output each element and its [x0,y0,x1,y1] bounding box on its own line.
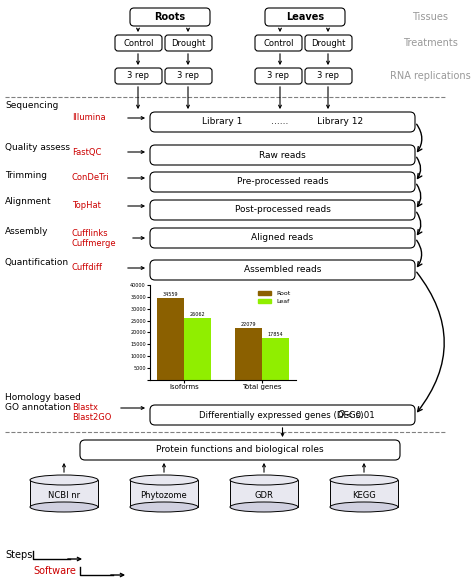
Ellipse shape [30,502,98,512]
Text: Pre-processed reads: Pre-processed reads [237,178,328,186]
Text: KEGG: KEGG [352,492,376,500]
Text: Roots: Roots [155,12,185,22]
Text: Software: Software [33,566,76,576]
Text: FastQC: FastQC [72,148,101,156]
Text: 34559: 34559 [163,292,178,297]
FancyBboxPatch shape [150,200,415,220]
Text: Library 1          ......          Library 12: Library 1 ...... Library 12 [202,118,363,126]
Text: Tissues: Tissues [412,12,448,22]
Text: Cufflinks: Cufflinks [72,229,109,239]
Text: Assembled reads: Assembled reads [244,266,321,275]
Text: 22079: 22079 [240,322,256,326]
FancyBboxPatch shape [115,68,162,84]
Text: 3 rep: 3 rep [267,72,290,81]
Text: TopHat: TopHat [72,202,101,211]
Text: 3 rep: 3 rep [318,72,339,81]
Bar [30,480,98,507]
Text: Quality assess: Quality assess [5,142,70,152]
Ellipse shape [130,475,198,485]
Text: Phytozome: Phytozome [141,492,187,500]
Text: Cuffmerge: Cuffmerge [72,239,117,248]
Text: Assembly: Assembly [5,228,48,236]
Text: Protein functions and biological roles: Protein functions and biological roles [156,446,324,455]
Text: Post-processed reads: Post-processed reads [235,205,330,215]
Text: Control: Control [263,38,294,48]
Text: Trimming: Trimming [5,171,47,179]
Bar [130,480,198,507]
FancyBboxPatch shape [150,145,415,165]
FancyBboxPatch shape [305,68,352,84]
FancyBboxPatch shape [150,260,415,280]
Ellipse shape [230,475,298,485]
Text: 26062: 26062 [190,312,205,317]
Text: Leaves: Leaves [286,12,324,22]
FancyBboxPatch shape [150,112,415,132]
Ellipse shape [130,502,198,512]
Text: 3 rep: 3 rep [128,72,149,81]
Ellipse shape [330,475,398,485]
Text: 3 rep: 3 rep [177,72,200,81]
Text: Cuffdiff: Cuffdiff [72,263,103,272]
Ellipse shape [30,475,98,485]
FancyBboxPatch shape [255,35,302,51]
Bar [330,480,398,507]
FancyBboxPatch shape [150,405,415,425]
Ellipse shape [230,502,298,512]
FancyBboxPatch shape [130,8,210,26]
FancyBboxPatch shape [115,35,162,51]
Ellipse shape [330,502,398,512]
Text: Alignment: Alignment [5,198,52,206]
Text: Blastx: Blastx [72,403,98,413]
Text: Aligned reads: Aligned reads [251,233,314,242]
Text: GO annotation: GO annotation [5,403,71,412]
Text: Differentially expressed genes (DEGs): Differentially expressed genes (DEGs) [199,410,366,419]
Text: NCBI nr: NCBI nr [48,492,80,500]
FancyBboxPatch shape [165,68,212,84]
Text: Quantification: Quantification [5,258,69,266]
Text: Illumina: Illumina [72,113,106,122]
Text: GDR: GDR [255,492,273,500]
Bar [262,338,289,380]
Legend: Root, Leaf: Root, Leaf [256,288,292,307]
Text: 17854: 17854 [268,332,283,337]
Text: Drought: Drought [171,38,206,48]
Text: Sequencing: Sequencing [5,102,58,111]
FancyBboxPatch shape [265,8,345,26]
Text: < 0.01: < 0.01 [344,410,375,419]
Bar [235,328,262,380]
Text: Drought: Drought [311,38,346,48]
Bar [184,318,211,380]
Text: Homology based: Homology based [5,393,81,402]
Text: ConDeTri: ConDeTri [72,173,110,182]
FancyBboxPatch shape [150,228,415,248]
Text: Steps: Steps [5,550,32,560]
Text: Q: Q [337,410,344,419]
FancyBboxPatch shape [305,35,352,51]
FancyBboxPatch shape [165,35,212,51]
Text: Blast2GO: Blast2GO [72,413,111,423]
Bar [230,480,298,507]
Text: Raw reads: Raw reads [259,151,306,159]
Text: RNA replications: RNA replications [390,71,470,81]
Text: Control: Control [123,38,154,48]
Bar [156,298,184,380]
FancyBboxPatch shape [150,172,415,192]
Text: Treatments: Treatments [402,38,457,48]
FancyBboxPatch shape [80,440,400,460]
FancyBboxPatch shape [255,68,302,84]
